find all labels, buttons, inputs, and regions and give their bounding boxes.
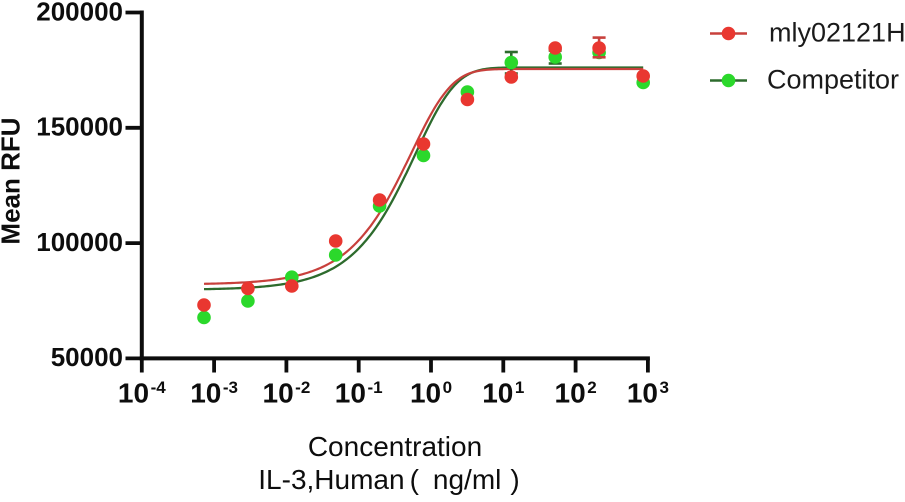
svg-text:Mean RFU: Mean RFU [0,117,26,244]
svg-text:IL-3,Human(ng/ml): IL-3,Human(ng/ml) [258,464,519,495]
svg-text:10-2: 10-2 [263,378,311,409]
svg-text:50000: 50000 [51,342,123,372]
svg-text:10-1: 10-1 [335,378,383,409]
svg-text:Concentration: Concentration [308,431,482,462]
svg-text:102: 102 [555,378,597,409]
svg-text:103: 103 [627,378,669,409]
svg-text:200000: 200000 [36,0,123,26]
svg-text:150000: 150000 [36,112,123,142]
svg-text:Competitor: Competitor [767,65,899,95]
svg-text:101: 101 [482,378,524,409]
svg-text:10-4: 10-4 [118,378,166,409]
svg-text:mly02121H: mly02121H [769,18,905,48]
svg-text:100: 100 [410,378,452,409]
svg-text:10-3: 10-3 [190,378,238,409]
svg-text:100000: 100000 [36,227,123,257]
